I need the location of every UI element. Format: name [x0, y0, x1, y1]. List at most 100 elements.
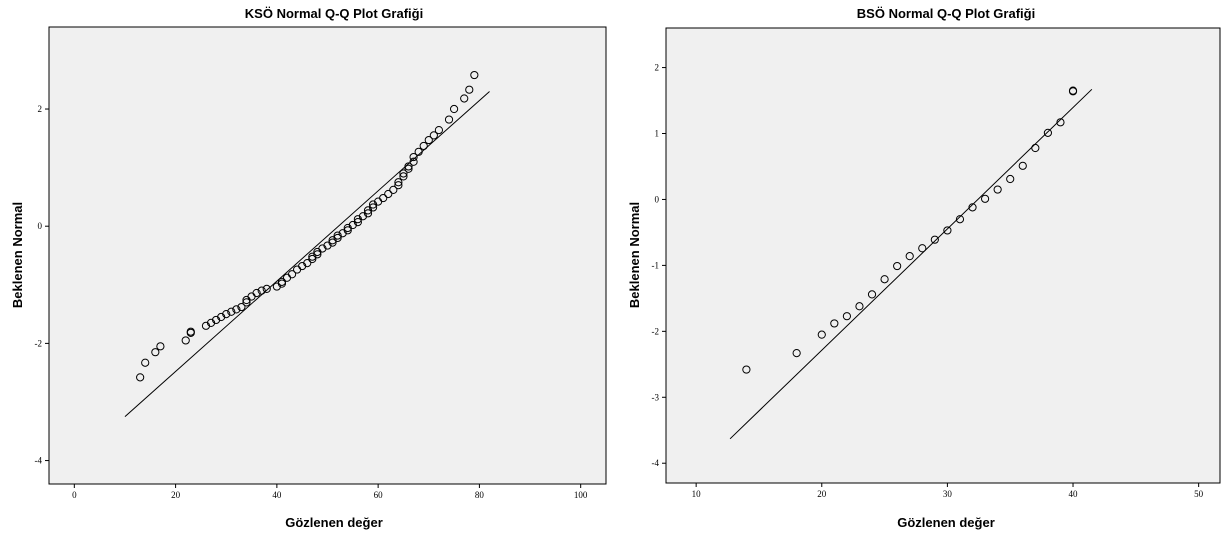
data-point	[980, 194, 990, 203]
data-point	[308, 252, 317, 261]
reference-line	[124, 91, 490, 417]
ks-qq-plot-chart: KSÖ Normal Q-Q Plot Grafiği 0 20 40 60 80 100…	[10, 6, 607, 530]
x-tick-label: 100	[574, 490, 588, 500]
data-point	[955, 215, 965, 224]
x-tick-label: 20	[817, 489, 827, 499]
data-point	[867, 290, 877, 299]
data-point	[404, 162, 413, 171]
y-tick-label: 1	[655, 129, 660, 139]
data-point	[792, 348, 801, 358]
data-point	[287, 270, 297, 279]
data-point	[409, 157, 418, 166]
chart-title: BSÖ Normal Q-Q Plot Grafiği	[857, 6, 1035, 21]
ks-qq-plot-panel: KSÖ Normal Q-Q Plot Grafiği 0 20 40 60 80 100…	[10, 6, 607, 530]
data-point	[151, 348, 160, 357]
x-tick-label: 40	[1069, 489, 1079, 499]
data-point	[141, 358, 150, 367]
y-tick-label: -1	[652, 260, 660, 270]
data-point	[830, 319, 839, 328]
data-point	[1031, 143, 1040, 153]
data-point	[277, 277, 287, 286]
data-point	[232, 305, 241, 314]
data-point	[399, 169, 408, 178]
data-point	[394, 181, 403, 190]
data-point	[333, 231, 342, 240]
bs-qq-plot-panel: BSÖ Normal Q-Q Plot Grafiği 10 20 30 40 50 2 1…	[612, 0, 1224, 536]
data-point	[414, 147, 423, 156]
data-point	[918, 244, 927, 253]
data-point	[368, 203, 378, 212]
data-point	[419, 141, 428, 151]
data-point	[328, 236, 337, 245]
data-point	[394, 178, 403, 187]
y-tick-label: -2	[652, 326, 660, 336]
x-tick-label: 50	[1194, 489, 1204, 499]
data-point	[252, 288, 261, 298]
points-group	[136, 70, 479, 382]
data-point	[465, 85, 474, 94]
data-point	[384, 189, 393, 199]
data-point	[353, 218, 362, 227]
plot-area	[665, 27, 1221, 484]
data-point	[460, 94, 469, 103]
x-tick-label: 60	[374, 490, 384, 500]
data-point	[817, 330, 826, 339]
data-point	[1018, 161, 1027, 170]
data-point	[842, 312, 851, 321]
y-tick-label: -4	[652, 458, 660, 468]
data-point	[389, 185, 398, 194]
data-point	[333, 233, 342, 243]
x-tick-label: 30	[943, 489, 953, 499]
reference-line-group	[124, 91, 490, 417]
data-point	[1056, 118, 1065, 127]
x-axis-label: Gözlenen değer	[897, 515, 995, 530]
data-point	[308, 254, 317, 264]
data-point	[136, 373, 145, 382]
data-point	[444, 115, 454, 124]
data-point	[434, 126, 443, 135]
data-point	[257, 286, 266, 295]
data-point	[262, 284, 271, 293]
data-point	[379, 193, 388, 203]
data-point	[328, 238, 337, 247]
data-point	[993, 185, 1002, 194]
chart-title: KSÖ Normal Q-Q Plot Grafiği	[245, 6, 423, 21]
data-point	[303, 259, 312, 268]
y-tick-label: -3	[652, 392, 660, 402]
data-point	[313, 250, 322, 259]
x-tick-label: 40	[272, 490, 282, 500]
plot-area	[48, 26, 607, 485]
data-point	[470, 70, 479, 80]
y-tick-label: -4	[35, 456, 43, 466]
data-point	[943, 226, 952, 235]
x-tick-label: 20	[171, 490, 181, 500]
points-group	[742, 86, 1078, 374]
bs-qq-plot-chart: BSÖ Normal Q-Q Plot Grafiği 10 20 30 40 5021…	[627, 6, 1221, 530]
data-point	[399, 172, 408, 181]
data-point	[1068, 86, 1078, 95]
data-point	[156, 342, 165, 351]
data-point	[880, 275, 889, 284]
data-point	[1043, 128, 1052, 137]
data-point	[343, 226, 352, 235]
data-point	[1006, 174, 1015, 184]
x-axis-label: Gözlenen değer	[285, 515, 383, 530]
data-point	[404, 164, 413, 173]
x-tick-label: 10	[692, 489, 702, 499]
data-point	[181, 336, 190, 345]
y-tick-label: 2	[38, 104, 43, 114]
data-point	[429, 131, 438, 140]
x-tick-label: 0	[72, 490, 77, 500]
data-point	[242, 298, 251, 307]
data-point	[424, 135, 433, 145]
data-point	[742, 365, 751, 374]
data-point	[893, 261, 902, 271]
data-point	[968, 203, 977, 212]
x-tick-label: 80	[475, 490, 485, 500]
data-point	[222, 309, 231, 319]
y-tick-label: 0	[655, 194, 660, 204]
data-point	[409, 152, 418, 162]
data-point	[186, 327, 195, 336]
data-point	[227, 307, 236, 316]
y-tick-label: 0	[38, 221, 43, 231]
